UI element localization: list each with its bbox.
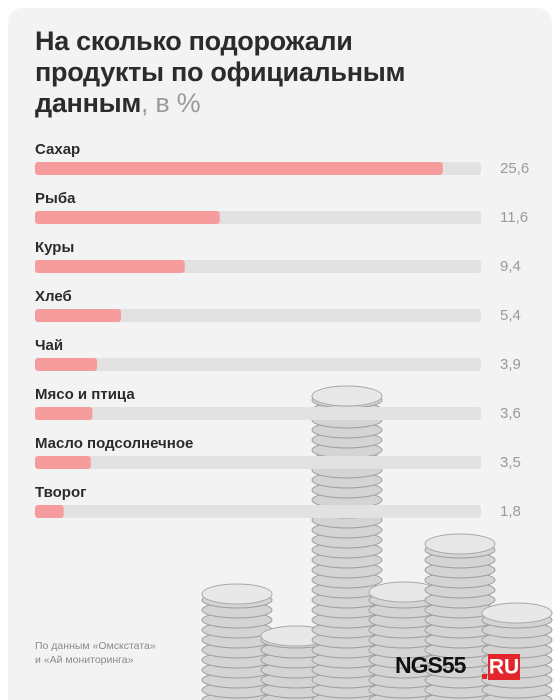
coin-top	[481, 602, 553, 624]
category-label: Рыба	[35, 190, 76, 207]
bar	[35, 358, 98, 371]
logo: NGS55	[395, 652, 467, 678]
logo-suffix: RU	[489, 656, 519, 679]
logo-box	[488, 654, 520, 680]
coin-top	[424, 533, 496, 555]
card: На сколько подорожали продукты по официа…	[8, 8, 552, 700]
coins-illustration	[201, 385, 553, 700]
chart-title: На сколько подорожали продукты по официа…	[35, 26, 425, 119]
bar-track	[35, 505, 481, 518]
bar-track	[35, 358, 481, 371]
bar	[35, 309, 122, 322]
bar-track	[35, 309, 481, 322]
source-line: и «Ай мониторинга»	[35, 654, 134, 666]
bar	[35, 505, 64, 518]
bar	[35, 456, 91, 469]
value-label: 11,6	[500, 209, 528, 226]
category-label: Сахар	[35, 141, 80, 158]
category-label: Масло подсолнечное	[35, 435, 193, 452]
bar-track	[35, 456, 481, 469]
unit: , в %	[141, 88, 201, 118]
bar	[35, 260, 185, 273]
source-line: По данным «Омскстата»	[35, 640, 156, 652]
value-label: 1,8	[500, 503, 521, 520]
value-label: 3,5	[500, 454, 521, 471]
logo-dot	[482, 674, 487, 679]
value-label: 25,6	[500, 160, 529, 177]
category-label: Хлеб	[35, 288, 72, 305]
value-label: 3,6	[500, 405, 521, 422]
coin-top	[201, 583, 273, 605]
bar	[35, 162, 443, 175]
bar	[35, 407, 93, 420]
category-label: Чай	[35, 337, 63, 354]
bars: Сахар 25,6 Рыба 11,6 Куры 9,4 Хлеб 5,4 Чай 3,9 Мяс…	[35, 141, 529, 520]
title-text: На сколько подорожали продукты по официа…	[35, 26, 406, 118]
value-label: 5,4	[500, 307, 521, 324]
value-label: 9,4	[500, 258, 521, 275]
coin-top	[311, 385, 383, 407]
category-label: Творог	[35, 484, 86, 501]
category-label: Куры	[35, 239, 74, 256]
bar-track	[35, 407, 481, 420]
bar	[35, 211, 220, 224]
value-label: 3,9	[500, 356, 521, 373]
category-label: Мясо и птица	[35, 386, 135, 403]
